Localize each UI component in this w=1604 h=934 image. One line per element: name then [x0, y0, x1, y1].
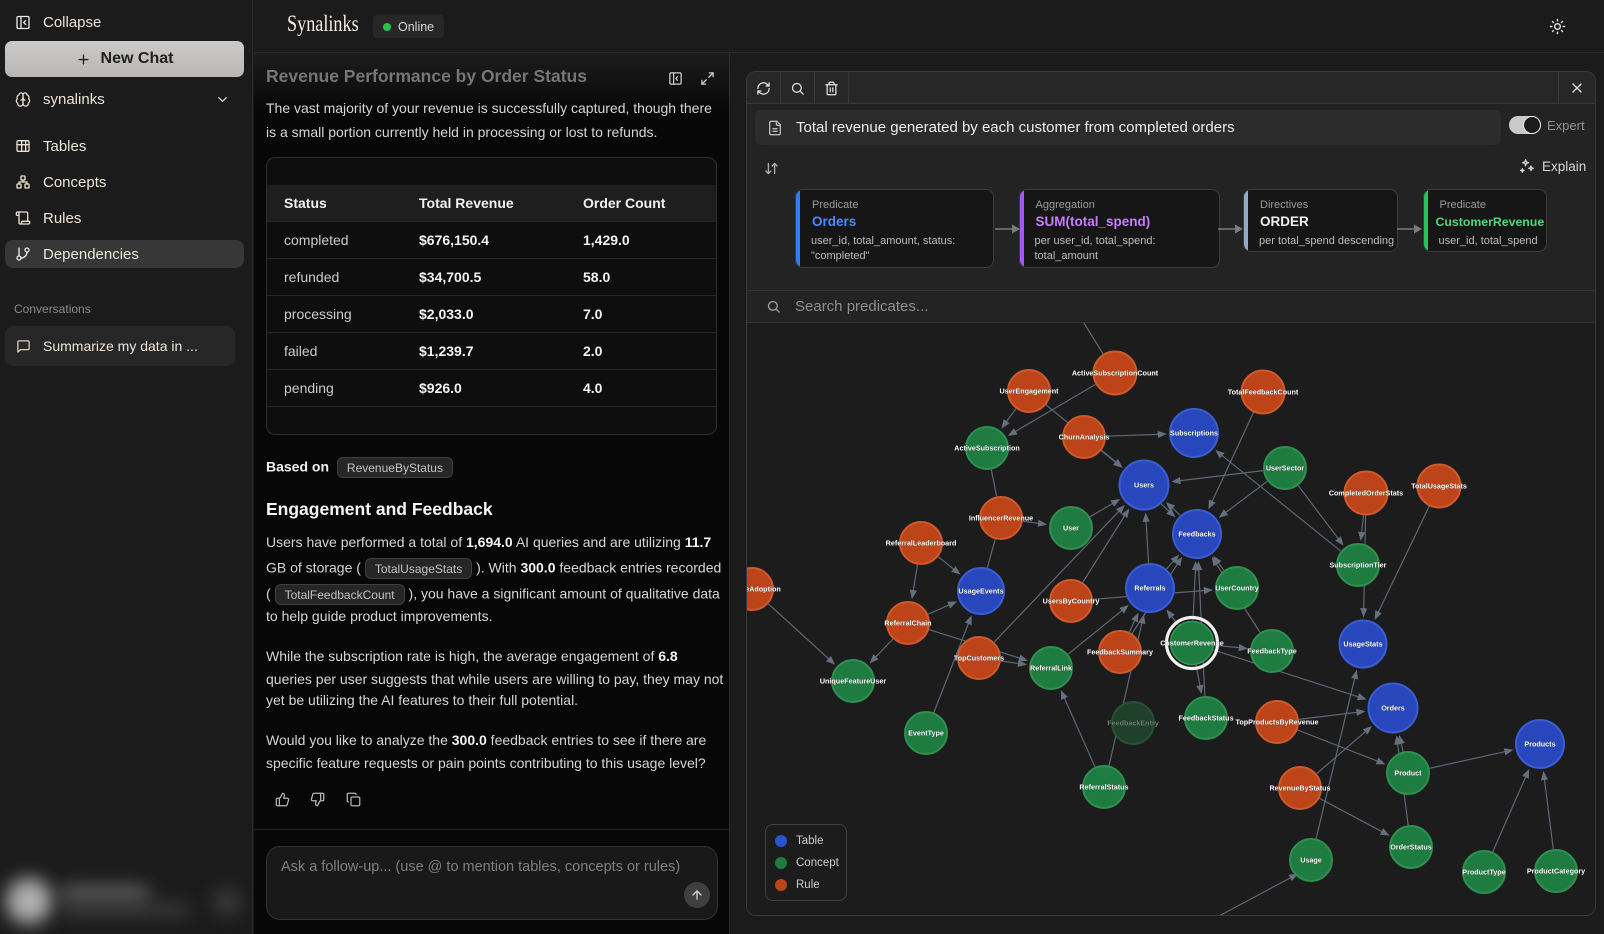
svg-text:ReferralLink: ReferralLink — [1030, 664, 1072, 673]
svg-text:TopCustomers: TopCustomers — [954, 654, 1004, 663]
svg-text:SubscriptionTier: SubscriptionTier — [1330, 561, 1387, 570]
svg-text:ReferralChain: ReferralChain — [884, 619, 931, 628]
svg-text:User: User — [1063, 524, 1079, 533]
svg-text:FeedbackStatus: FeedbackStatus — [1178, 714, 1233, 723]
svg-text:Users: Users — [1134, 481, 1154, 490]
svg-text:FeedbackType: FeedbackType — [1247, 647, 1296, 656]
svg-text:FeedbackEntry: FeedbackEntry — [1107, 719, 1159, 728]
svg-text:UserSector: UserSector — [1266, 464, 1305, 473]
svg-text:UserEngagement: UserEngagement — [999, 387, 1059, 396]
svg-text:ActiveSubscriptionCount: ActiveSubscriptionCount — [1072, 369, 1159, 378]
svg-text:RevenueByStatus: RevenueByStatus — [1269, 784, 1330, 793]
svg-text:UserCountry: UserCountry — [1215, 584, 1259, 593]
svg-text:EventType: EventType — [908, 729, 944, 738]
svg-text:UsageEvents: UsageEvents — [958, 587, 1003, 596]
svg-text:Feedbacks: Feedbacks — [1178, 530, 1215, 539]
svg-text:Products: Products — [1524, 740, 1555, 749]
svg-text:UsageStats: UsageStats — [1343, 640, 1382, 649]
svg-text:TopProductsByRevenue: TopProductsByRevenue — [1236, 718, 1319, 727]
svg-text:ReferralLeaderboard: ReferralLeaderboard — [886, 539, 957, 548]
svg-text:TotalFeedbackCount: TotalFeedbackCount — [1228, 388, 1299, 397]
svg-text:Product: Product — [1394, 769, 1422, 778]
svg-text:Orders: Orders — [1381, 704, 1405, 713]
svg-text:ProductCategory: ProductCategory — [1527, 867, 1585, 876]
svg-text:UniqueFeatureUser: UniqueFeatureUser — [820, 677, 887, 686]
svg-text:FeedbackSummary: FeedbackSummary — [1087, 648, 1153, 657]
svg-text:CompletedOrderStats: CompletedOrderStats — [1329, 489, 1403, 498]
svg-text:CustomerRevenue: CustomerRevenue — [1160, 639, 1224, 648]
svg-text:InfluencerRevenue: InfluencerRevenue — [969, 514, 1033, 523]
svg-text:OrderStatus: OrderStatus — [1390, 843, 1432, 852]
svg-text:ProductType: ProductType — [1462, 868, 1505, 877]
svg-text:ActiveSubscription: ActiveSubscription — [954, 444, 1020, 453]
svg-text:ReferralStatus: ReferralStatus — [1079, 783, 1128, 792]
svg-text:Usage: Usage — [1300, 856, 1322, 865]
svg-text:ChurnAnalysis: ChurnAnalysis — [1059, 433, 1110, 442]
svg-text:Referrals: Referrals — [1134, 584, 1165, 593]
svg-text:TotalUsageStats: TotalUsageStats — [1411, 482, 1467, 491]
svg-text:Subscriptions: Subscriptions — [1170, 429, 1218, 438]
svg-text:UsersByCountry: UsersByCountry — [1043, 597, 1100, 606]
svg-text:FeatureAdoption: FeatureAdoption — [747, 585, 781, 594]
